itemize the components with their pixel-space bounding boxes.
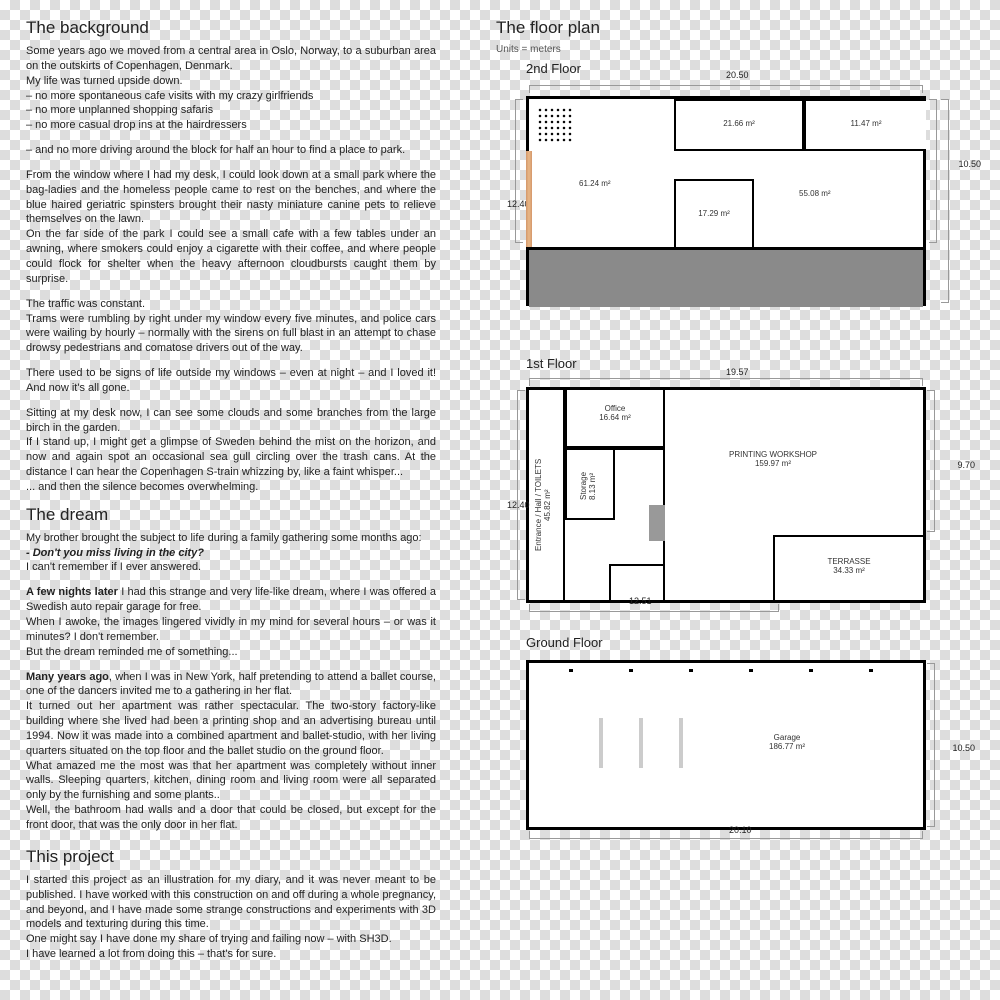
room-name: Garage — [774, 733, 801, 742]
room-area: 61.24 m² — [579, 179, 611, 188]
ground-dim-bottom: 20.10 — [729, 825, 752, 835]
column-icon — [639, 718, 643, 768]
bracket-icon — [941, 99, 949, 303]
column-icon — [599, 718, 603, 768]
floor2-building: 12.40 10.50 21.66 m² 11.47 m² 61.24 m² 1… — [526, 96, 926, 306]
door-icon — [526, 151, 532, 247]
para-8a: A few nights later — [26, 586, 118, 598]
heading-floorplan: The floor plan — [496, 18, 916, 38]
floor1-label: 1st Floor — [526, 356, 916, 371]
tick-icon — [869, 669, 873, 672]
para-9: Many years ago, when I was in New York, … — [26, 670, 436, 833]
para-1: Some years ago we moved from a central a… — [26, 44, 436, 133]
para-7c: I can't remember if I ever answered. — [26, 561, 201, 573]
floor1-plan: 19.57 12.40 9.70 12.51 Entrance / Hall /… — [526, 373, 926, 623]
bracket-icon — [529, 831, 923, 839]
floor2-plan: 20.50 12.40 10.50 21.66 m² 11.47 m² 61.2… — [526, 78, 926, 348]
room-area: 186.77 m² — [769, 742, 805, 751]
tick-icon — [749, 669, 753, 672]
para-7a: My brother brought the subject to life d… — [26, 532, 422, 544]
room-area: 55.08 m² — [799, 189, 831, 198]
workshop-label: PRINTING WORKSHOP 159.97 m² — [729, 450, 817, 468]
bracket-icon — [515, 99, 523, 243]
floor2-dim-top: 20.50 — [726, 70, 749, 80]
ground-plan: 10.50 20.10 Garage 186.77 m² — [526, 652, 926, 842]
tick-icon — [689, 669, 693, 672]
kitchen-icon — [537, 107, 572, 142]
garage-label: Garage 186.77 m² — [769, 733, 805, 751]
column-icon — [679, 718, 683, 768]
ground-dim-right: 10.50 — [952, 743, 975, 753]
room-area: 21.66 m² — [676, 119, 802, 128]
para-7: My brother brought the subject to life d… — [26, 531, 436, 576]
left-column: The background Some years ago we moved f… — [26, 18, 436, 982]
room-area: 34.33 m² — [833, 566, 865, 575]
para-6: Sitting at my desk now, I can see some c… — [26, 406, 436, 495]
floor1-terrace: TERRASSE 34.33 m² — [773, 535, 923, 603]
stairs-icon — [649, 505, 665, 541]
para-7b: - Don't you miss living in the city? — [26, 547, 204, 559]
room-area: 159.97 m² — [755, 459, 791, 468]
bracket-icon — [529, 85, 923, 93]
right-column: The floor plan Units = meters 2nd Floor … — [496, 18, 916, 982]
heading-background: The background — [26, 18, 436, 38]
ground-building: 10.50 20.10 Garage 186.77 m² — [526, 660, 926, 830]
floor1-office: Office 16.64 m² — [565, 390, 665, 448]
floor2-dim-right: 10.50 — [958, 159, 981, 169]
bracket-icon — [529, 378, 923, 386]
room-area: 17.29 m² — [676, 209, 752, 218]
bracket-icon — [529, 604, 779, 612]
para-3: From the window where I had my desk, I c… — [26, 168, 436, 287]
bracket-icon — [517, 390, 525, 600]
bracket-icon — [929, 99, 937, 243]
room-name: PRINTING WORKSHOP — [729, 450, 817, 459]
floor1-dim-left: 12.40 — [507, 500, 530, 510]
para-5: There used to be signs of life outside m… — [26, 366, 436, 396]
entrance-label: Entrance / Hall / TOILETS 45.82 m² — [534, 450, 552, 560]
heading-project: This project — [26, 847, 436, 867]
room-name: Entrance / Hall / TOILETS — [534, 459, 543, 551]
tick-icon — [629, 669, 633, 672]
floor2-room-a: 21.66 m² — [674, 99, 804, 151]
room-area: 45.82 m² — [543, 489, 552, 521]
para-8: A few nights later I had this strange an… — [26, 585, 436, 659]
office-label: Office 16.64 m² — [567, 404, 663, 422]
floor2-room-c: 17.29 m² — [674, 179, 754, 247]
units-label: Units = meters — [496, 44, 916, 55]
floor1-building: 12.40 9.70 12.51 Entrance / Hall / TOILE… — [526, 387, 926, 603]
para-9a: Many years ago — [26, 671, 109, 683]
para-9b: , when I was in New York, half pretendin… — [26, 671, 436, 831]
tick-icon — [569, 669, 573, 672]
room-name: TERRASSE — [827, 557, 870, 566]
para-4: The traffic was constant. Trams were rum… — [26, 297, 436, 356]
floor1-dim-right: 9.70 — [957, 460, 975, 470]
heading-dream: The dream — [26, 505, 436, 525]
bracket-icon — [927, 663, 935, 827]
floor2-patio — [529, 247, 923, 307]
floor2-label: 2nd Floor — [526, 61, 916, 76]
floor1-entrance: Entrance / Hall / TOILETS 45.82 m² — [529, 390, 565, 603]
ground-label: Ground Floor — [526, 635, 916, 650]
door-marks — [539, 669, 913, 673]
para-2: – and no more driving around the block f… — [26, 143, 436, 158]
bracket-icon — [927, 390, 935, 532]
floor1-dim-top: 19.57 — [726, 367, 749, 377]
room-area: 16.64 m² — [599, 413, 631, 422]
floor2-room-b: 11.47 m² — [804, 99, 926, 151]
room-area: 11.47 m² — [806, 119, 926, 128]
room-name: Office — [605, 404, 626, 413]
tick-icon — [809, 669, 813, 672]
para-10: I started this project as an illustratio… — [26, 873, 436, 962]
terrace-label: TERRASSE 34.33 m² — [775, 557, 923, 575]
floor1-hall-inner — [609, 564, 665, 600]
